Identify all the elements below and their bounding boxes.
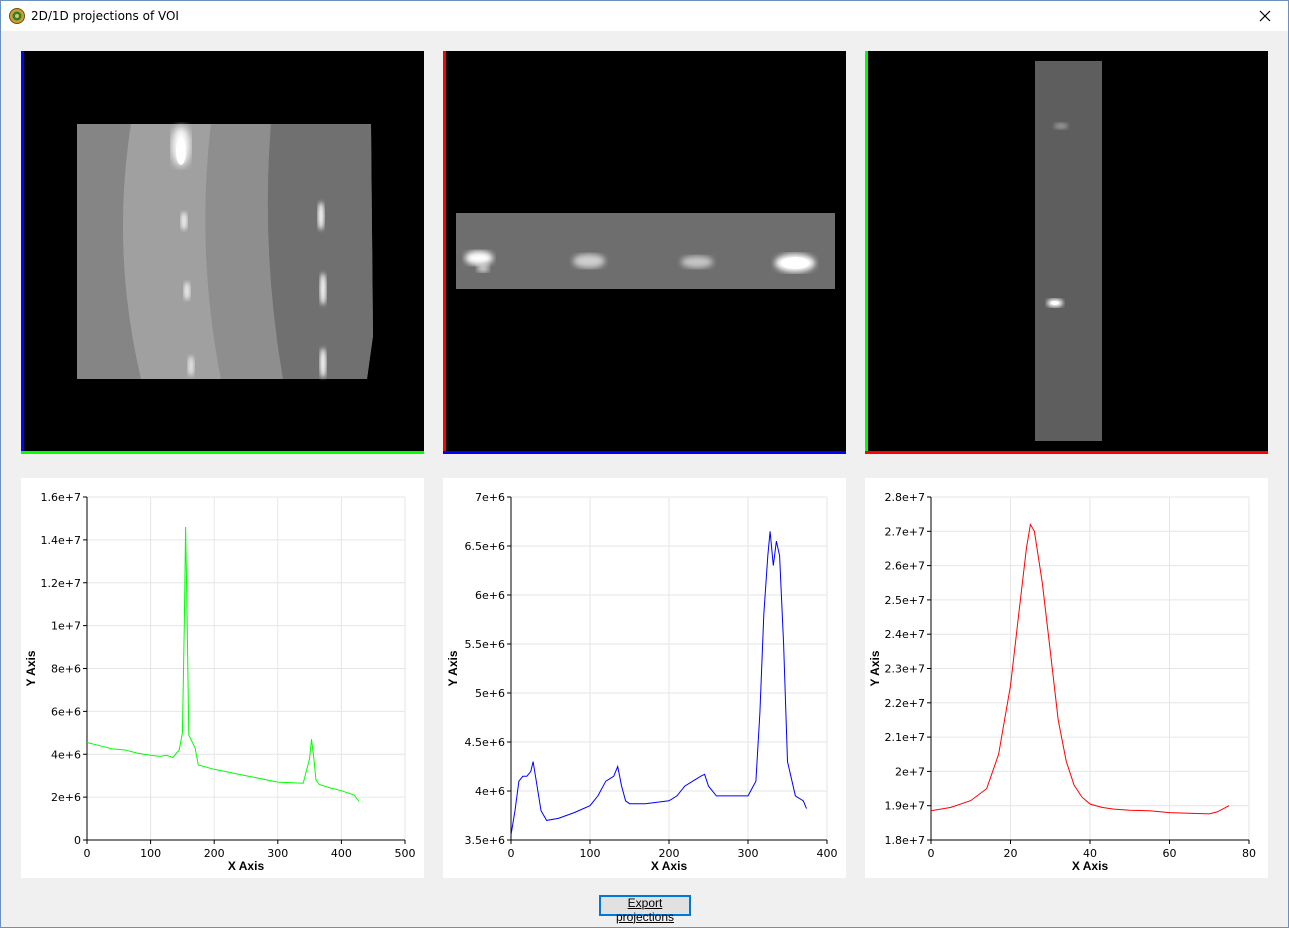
plot1-y-tick-label-5: 1e+7	[51, 620, 81, 633]
plot2-x-tick-label-4: 400	[817, 847, 838, 860]
plot1-y-axis-label: Y Axis	[24, 650, 38, 686]
profile-plot-1-svg: 0 2e+6 4e+6 6e+6 8e+6 1e+7 1.2e+7 1.4e+7 1.6e+7 0…	[24, 491, 416, 873]
plot3-x-tick-label-4: 80	[1242, 847, 1256, 860]
plot3-x-tick-label-1: 20	[1004, 847, 1018, 860]
plot3-y-tick-label-9: 2.7e+7	[885, 525, 925, 538]
projection-yz-left-edge	[865, 51, 868, 454]
plot1-y-tick-label-3: 6e+6	[51, 705, 81, 718]
plot1-y-tick-label-8: 1.6e+7	[41, 491, 81, 504]
export-projections-button[interactable]: Export projections	[599, 895, 691, 924]
projection-yz-panel[interactable]	[865, 51, 1268, 454]
plot2-y-tick-label-2: 4.5e+6	[465, 736, 505, 749]
plot2-y-tick-label-4: 5.5e+6	[465, 638, 505, 651]
plot3-y-tick-label-0: 1.8e+7	[885, 834, 925, 847]
plot1-y-tick-label-7: 1.4e+7	[41, 534, 81, 547]
plot1-x-axis-label: X Axis	[228, 859, 265, 873]
plot1-series-line	[86, 526, 360, 802]
export-projections-label: Export projections	[615, 896, 675, 924]
profile-plot-2-svg: 3.5e+6 4e+6 4.5e+6 5e+6 5.5e+6 6e+6 6.5e+6 7e+6…	[446, 491, 838, 873]
projection-xz-left-edge	[443, 51, 446, 454]
plot2-y-axis-label: Y Axis	[446, 650, 460, 686]
plot1-x-tick-label-4: 400	[331, 847, 352, 860]
plot3-x-tick-label-2: 40	[1083, 847, 1097, 860]
profile-plot-1[interactable]: 0 2e+6 4e+6 6e+6 8e+6 1e+7 1.2e+7 1.4e+7 1.6e+7 0…	[21, 478, 424, 878]
plot3-y-tick-label-4: 2.2e+7	[885, 697, 925, 710]
plot2-x-axis-label: X Axis	[651, 859, 688, 873]
close-icon[interactable]	[1259, 10, 1271, 22]
plot3-y-tick-label-7: 2.5e+7	[885, 594, 925, 607]
plot2-y-tick-label-7: 7e+6	[475, 491, 505, 504]
plot1-x-tick-label-0: 0	[84, 847, 91, 860]
close-button[interactable]	[1242, 1, 1288, 31]
profile-plot-3-svg: 1.8e+7 1.9e+7 2e+7 2.1e+7 2.2e+7 2.3e+7 2.4e+7…	[868, 491, 1256, 873]
projection-xz-image	[456, 213, 835, 289]
profile-plot-3[interactable]: 1.8e+7 1.9e+7 2e+7 2.1e+7 2.2e+7 2.3e+7 2.4e+7…	[865, 478, 1268, 878]
plot3-y-axis-label: Y Axis	[868, 650, 882, 686]
profile-plot-2[interactable]: 3.5e+6 4e+6 4.5e+6 5e+6 5.5e+6 6e+6 6.5e+6 7e+6…	[443, 478, 846, 878]
plot1-y-tick-label-6: 1.2e+7	[41, 577, 81, 590]
plot3-y-tick-label-5: 2.3e+7	[885, 663, 925, 676]
plot3-y-tick-label-3: 2.1e+7	[885, 731, 925, 744]
plot2-series-line	[510, 531, 807, 836]
plot2-y-tick-label-3: 5e+6	[475, 687, 505, 700]
plot3-y-tick-label-8: 2.6e+7	[885, 560, 925, 573]
plot3-y-tick-label-2: 2e+7	[895, 765, 925, 778]
title-bar[interactable]: 2D/1D projections of VOI	[1, 1, 1288, 31]
projection-xz-bottom-edge	[443, 451, 846, 454]
window-title: 2D/1D projections of VOI	[31, 9, 179, 23]
plot3-x-tick-label-3: 60	[1163, 847, 1177, 860]
plot1-y-tick-label-1: 2e+6	[51, 791, 81, 804]
plot3-x-tick-label-0: 0	[928, 847, 935, 860]
plot2-y-tick-label-0: 3.5e+6	[465, 834, 505, 847]
plot1-y-tick-label-0: 0	[74, 834, 81, 847]
projection-xy-bottom-edge	[21, 451, 424, 454]
plot1-y-tick-label-4: 8e+6	[51, 663, 81, 676]
plot1-x-tick-label-5: 500	[395, 847, 416, 860]
plot2-y-tick-label-1: 4e+6	[475, 785, 505, 798]
plot2-x-tick-label-3: 300	[738, 847, 759, 860]
plot2-y-tick-label-6: 6.5e+6	[465, 540, 505, 553]
plot3-series-line	[930, 522, 1230, 815]
projection-yz-bottom-edge	[865, 451, 1268, 454]
plot2-y-tick-label-5: 6e+6	[475, 589, 505, 602]
projection-xy-image	[77, 124, 373, 379]
plot1-y-tick-label-2: 4e+6	[51, 748, 81, 761]
plot3-x-axis-label: X Axis	[1072, 859, 1109, 873]
projection-xy-panel[interactable]	[21, 51, 424, 454]
projection-xz-panel[interactable]	[443, 51, 846, 454]
app-icon	[9, 8, 25, 24]
plot1-x-tick-label-3: 300	[267, 847, 288, 860]
plot2-x-tick-label-1: 100	[580, 847, 601, 860]
plot2-x-tick-label-2: 200	[659, 847, 680, 860]
plot3-y-tick-label-1: 1.9e+7	[885, 800, 925, 813]
plot3-y-tick-label-10: 2.8e+7	[885, 491, 925, 504]
plot1-x-tick-label-1: 100	[140, 847, 161, 860]
plot1-x-tick-label-2: 200	[204, 847, 225, 860]
projection-xy-left-edge	[21, 51, 24, 454]
projection-yz-image	[1035, 61, 1102, 441]
plot2-x-tick-label-0: 0	[508, 847, 515, 860]
plot3-y-tick-label-6: 2.4e+7	[885, 628, 925, 641]
